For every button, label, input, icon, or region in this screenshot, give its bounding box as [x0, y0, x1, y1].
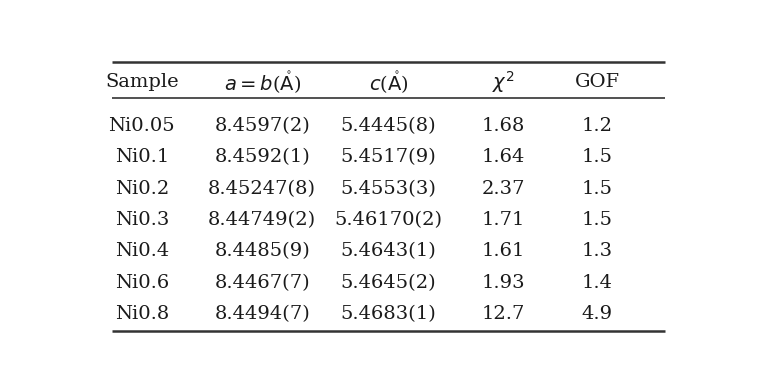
- Text: 1.5: 1.5: [581, 148, 612, 166]
- Text: 1.3: 1.3: [581, 242, 612, 260]
- Text: $c$($\mathring{\mathrm{A}}$): $c$($\mathring{\mathrm{A}}$): [368, 69, 409, 95]
- Text: 8.4597(2): 8.4597(2): [215, 117, 310, 135]
- Text: $a = b$($\mathring{\mathrm{A}}$): $a = b$($\mathring{\mathrm{A}}$): [224, 69, 301, 95]
- Text: 5.46170(2): 5.46170(2): [334, 211, 443, 229]
- Text: Ni0.1: Ni0.1: [114, 148, 169, 166]
- Text: 2.37: 2.37: [481, 180, 525, 198]
- Text: $\chi^2$: $\chi^2$: [492, 69, 515, 95]
- Text: Ni0.2: Ni0.2: [114, 180, 169, 198]
- Text: 1.61: 1.61: [481, 242, 525, 260]
- Text: 1.5: 1.5: [581, 211, 612, 229]
- Text: 5.4643(1): 5.4643(1): [340, 242, 437, 260]
- Text: 1.93: 1.93: [481, 274, 525, 291]
- Text: Sample: Sample: [105, 73, 179, 91]
- Text: Ni0.05: Ni0.05: [108, 117, 175, 135]
- Text: 1.68: 1.68: [481, 117, 525, 135]
- Text: 1.5: 1.5: [581, 180, 612, 198]
- Text: 8.4467(7): 8.4467(7): [215, 274, 310, 291]
- Text: 8.44749(2): 8.44749(2): [208, 211, 316, 229]
- Text: 8.4494(7): 8.4494(7): [215, 305, 310, 323]
- Text: GOF: GOF: [575, 73, 619, 91]
- Text: Ni0.6: Ni0.6: [114, 274, 169, 291]
- Text: 1.64: 1.64: [481, 148, 525, 166]
- Text: 8.45247(8): 8.45247(8): [208, 180, 316, 198]
- Text: 8.4485(9): 8.4485(9): [215, 242, 310, 260]
- Text: 5.4683(1): 5.4683(1): [340, 305, 437, 323]
- Text: 5.4553(3): 5.4553(3): [340, 180, 437, 198]
- Text: Ni0.8: Ni0.8: [114, 305, 169, 323]
- Text: 5.4517(9): 5.4517(9): [340, 148, 437, 166]
- Text: 5.4445(8): 5.4445(8): [340, 117, 437, 135]
- Text: Ni0.4: Ni0.4: [114, 242, 169, 260]
- Text: 5.4645(2): 5.4645(2): [340, 274, 437, 291]
- Text: 1.2: 1.2: [581, 117, 612, 135]
- Text: 1.4: 1.4: [581, 274, 612, 291]
- Text: Ni0.3: Ni0.3: [114, 211, 169, 229]
- Text: 12.7: 12.7: [481, 305, 525, 323]
- Text: 4.9: 4.9: [581, 305, 612, 323]
- Text: 8.4592(1): 8.4592(1): [215, 148, 310, 166]
- Text: 1.71: 1.71: [481, 211, 525, 229]
